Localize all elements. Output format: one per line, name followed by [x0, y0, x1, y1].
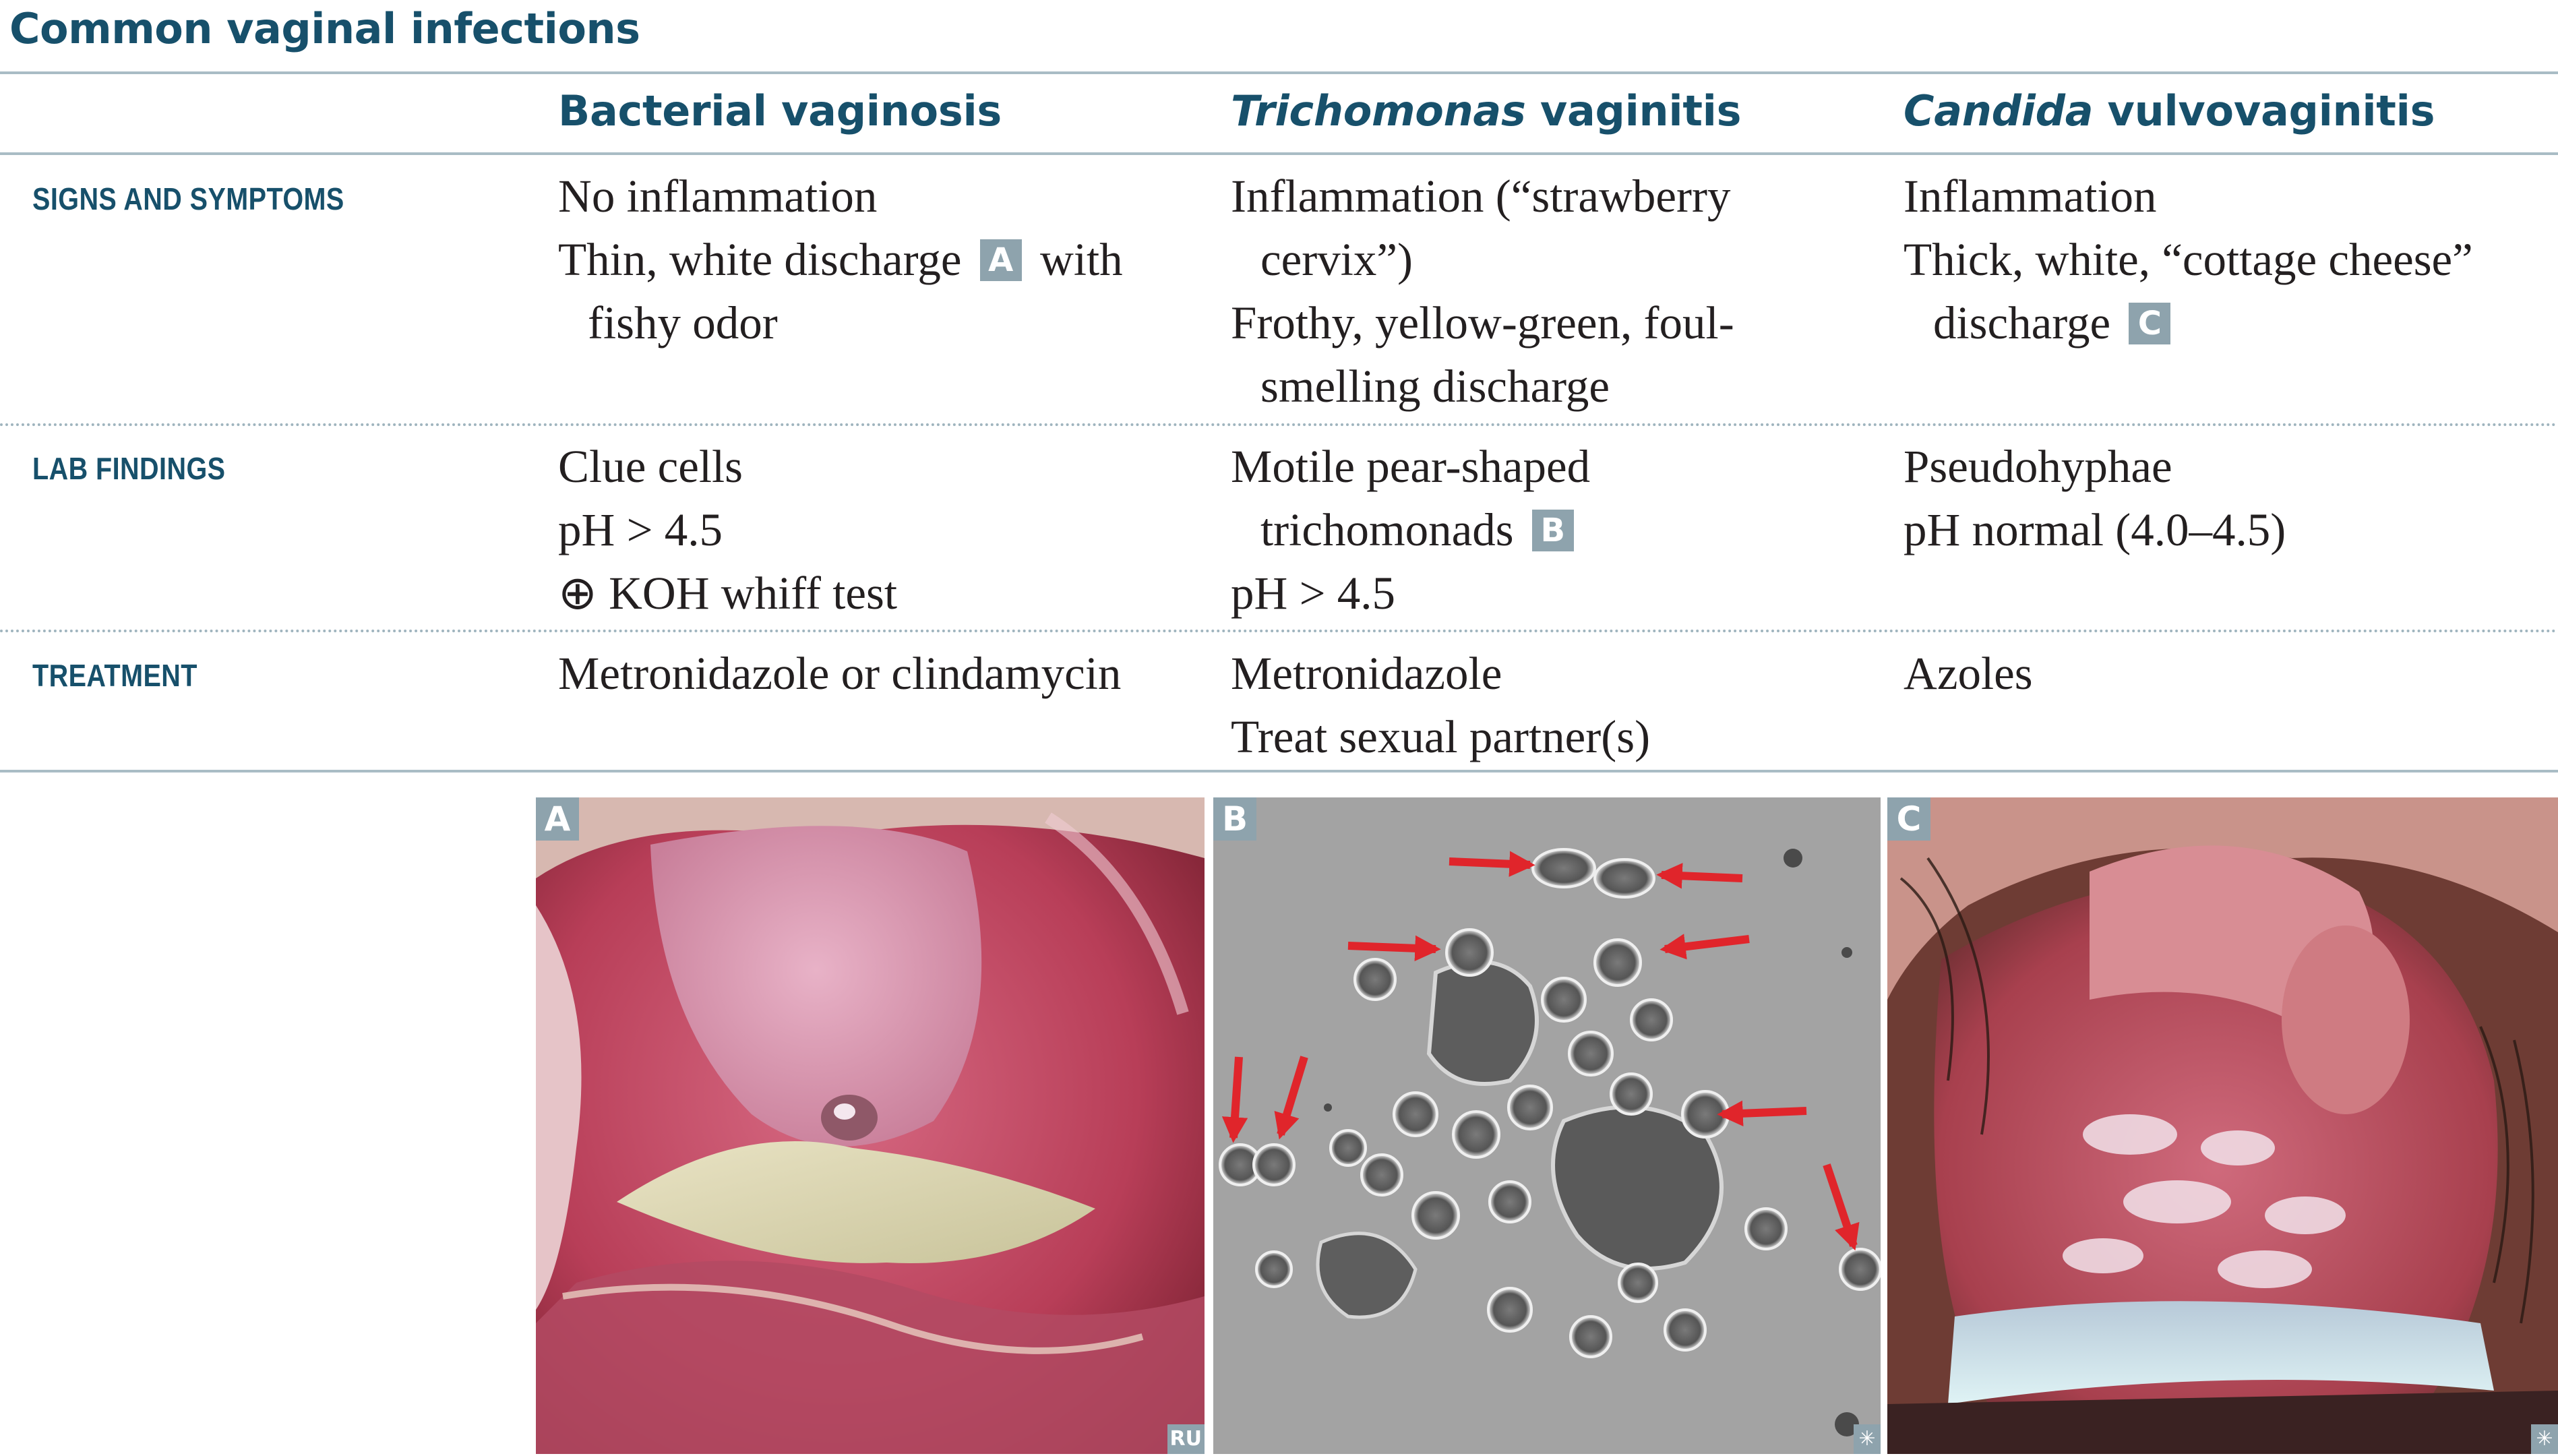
panel-b-micrograph: B ✳ — [1213, 797, 1881, 1454]
row-divider — [0, 630, 2558, 632]
credit-badge: RU — [1167, 1424, 1205, 1454]
panel-letter-c: C — [1887, 797, 1930, 841]
page-title: Common vaginal infections — [9, 4, 640, 53]
cell-candida-treatment: Azoles — [1904, 648, 2033, 699]
clinical-photo-candida-icon — [1887, 797, 2558, 1454]
credit-badge: ✳ — [2531, 1424, 2558, 1454]
cell-bv-treatment: Metronidazole or clindamycin — [558, 648, 1122, 699]
row-label-treatment: TREATMENT — [32, 658, 197, 693]
micrograph-trichomonads-icon — [1213, 797, 1881, 1454]
badge-a: A — [979, 239, 1022, 281]
cell-trich-treatment: Metronidazole Treat sexual partner(s) — [1231, 648, 1651, 762]
cell-trich-lab: Motile pear-shaped trichomonads B pH > 4… — [1231, 441, 1591, 619]
column-header-trichomonas: Trichomonas vaginitis — [1231, 86, 1742, 135]
badge-b: B — [1531, 510, 1574, 551]
panel-letter-a: A — [536, 797, 579, 841]
panel-c-clinical-photo: C ✳ — [1887, 797, 2558, 1454]
cell-trich-signs: Inflammation (“strawberry cervix”) Froth… — [1231, 171, 1734, 412]
cell-bv-signs: No inflammation Thin, white discharge A … — [558, 171, 1123, 348]
row-divider — [0, 423, 2558, 426]
cell-candida-signs: Inflammation Thick, white, “cottage chee… — [1904, 171, 2473, 348]
column-header-candida: Candida vulvovaginitis — [1904, 86, 2435, 135]
row-label-lab-findings: LAB FINDINGS — [32, 451, 226, 486]
table-bottom-rule — [0, 770, 2558, 772]
clinical-photo-discharge-icon — [536, 797, 1205, 1454]
panel-letter-b: B — [1213, 797, 1256, 841]
cell-candida-lab: Pseudohyphae pH normal (4.0–4.5) — [1904, 441, 2286, 555]
header-rule — [0, 152, 2558, 155]
badge-c: C — [2129, 303, 2171, 344]
panel-a-clinical-photo: A RU — [536, 797, 1205, 1454]
credit-badge: ✳ — [1854, 1424, 1881, 1454]
column-header-bacterial-vaginosis: Bacterial vaginosis — [558, 86, 1002, 135]
row-label-signs-symptoms: SIGNS AND SYMPTOMS — [32, 181, 344, 216]
title-rule — [0, 71, 2558, 74]
cell-bv-lab: Clue cells pH > 4.5 ⊕ KOH whiff test — [558, 441, 898, 619]
